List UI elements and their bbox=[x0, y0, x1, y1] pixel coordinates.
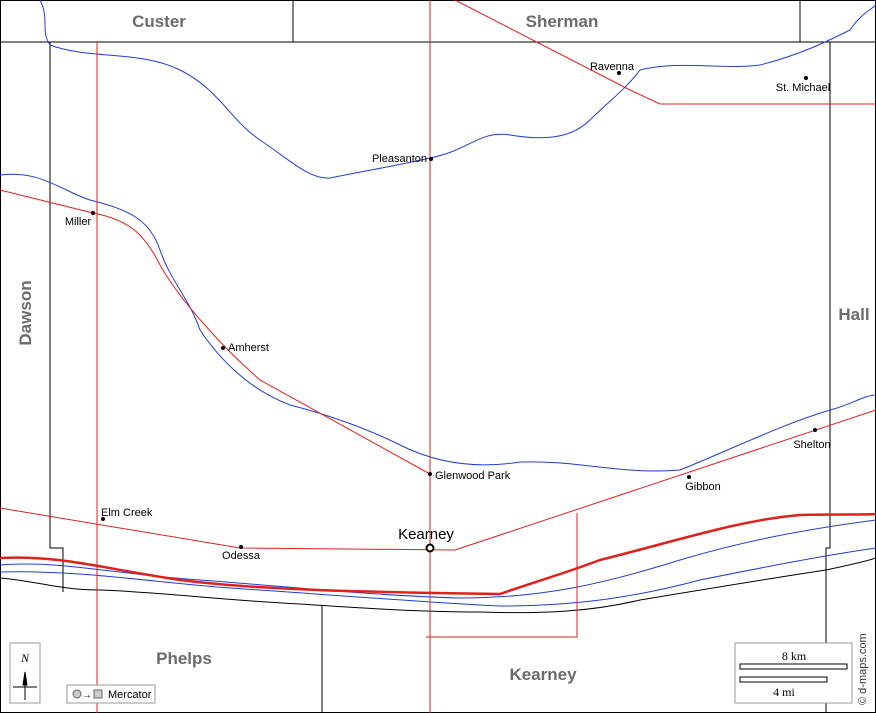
projection-label: Mercator bbox=[108, 689, 152, 701]
scale-bar bbox=[739, 676, 828, 683]
projection-icon bbox=[72, 689, 82, 699]
town-label: Odessa bbox=[222, 550, 261, 562]
town-label: Amherst bbox=[228, 342, 269, 354]
county-label: Custer bbox=[132, 12, 186, 31]
town-label: Shelton bbox=[793, 439, 830, 451]
projection-icon bbox=[93, 689, 103, 699]
town-label: Miller bbox=[65, 216, 92, 228]
compass-rose bbox=[13, 671, 37, 700]
interstate bbox=[0, 512, 876, 596]
town-label: St. Michael bbox=[776, 82, 830, 94]
county-label: Phelps bbox=[156, 649, 212, 668]
projection-arrow: → bbox=[82, 690, 92, 701]
town-label: Pleasanton bbox=[372, 153, 427, 165]
scale-label: 8 km bbox=[782, 649, 807, 663]
county-label: Dawson bbox=[16, 280, 35, 345]
town-label: Gibbon bbox=[685, 481, 720, 493]
compass-label: N bbox=[20, 651, 30, 665]
town-label: Elm Creek bbox=[101, 507, 153, 519]
credit: © d-maps.com bbox=[857, 633, 869, 705]
scale-box bbox=[734, 642, 853, 704]
county-label: Kearney bbox=[509, 665, 577, 684]
county-label: Sherman bbox=[526, 12, 599, 31]
scale-label: 4 mi bbox=[773, 685, 795, 699]
county-seat-marker bbox=[425, 543, 435, 553]
town-label: Glenwood Park bbox=[435, 470, 511, 482]
town-dots bbox=[91, 71, 817, 549]
county-seat-label: Kearney bbox=[398, 526, 454, 543]
scale-bar bbox=[739, 663, 848, 670]
town-label: Ravenna bbox=[590, 61, 635, 73]
county-label: Hall bbox=[838, 305, 869, 324]
projection-box bbox=[66, 684, 156, 704]
